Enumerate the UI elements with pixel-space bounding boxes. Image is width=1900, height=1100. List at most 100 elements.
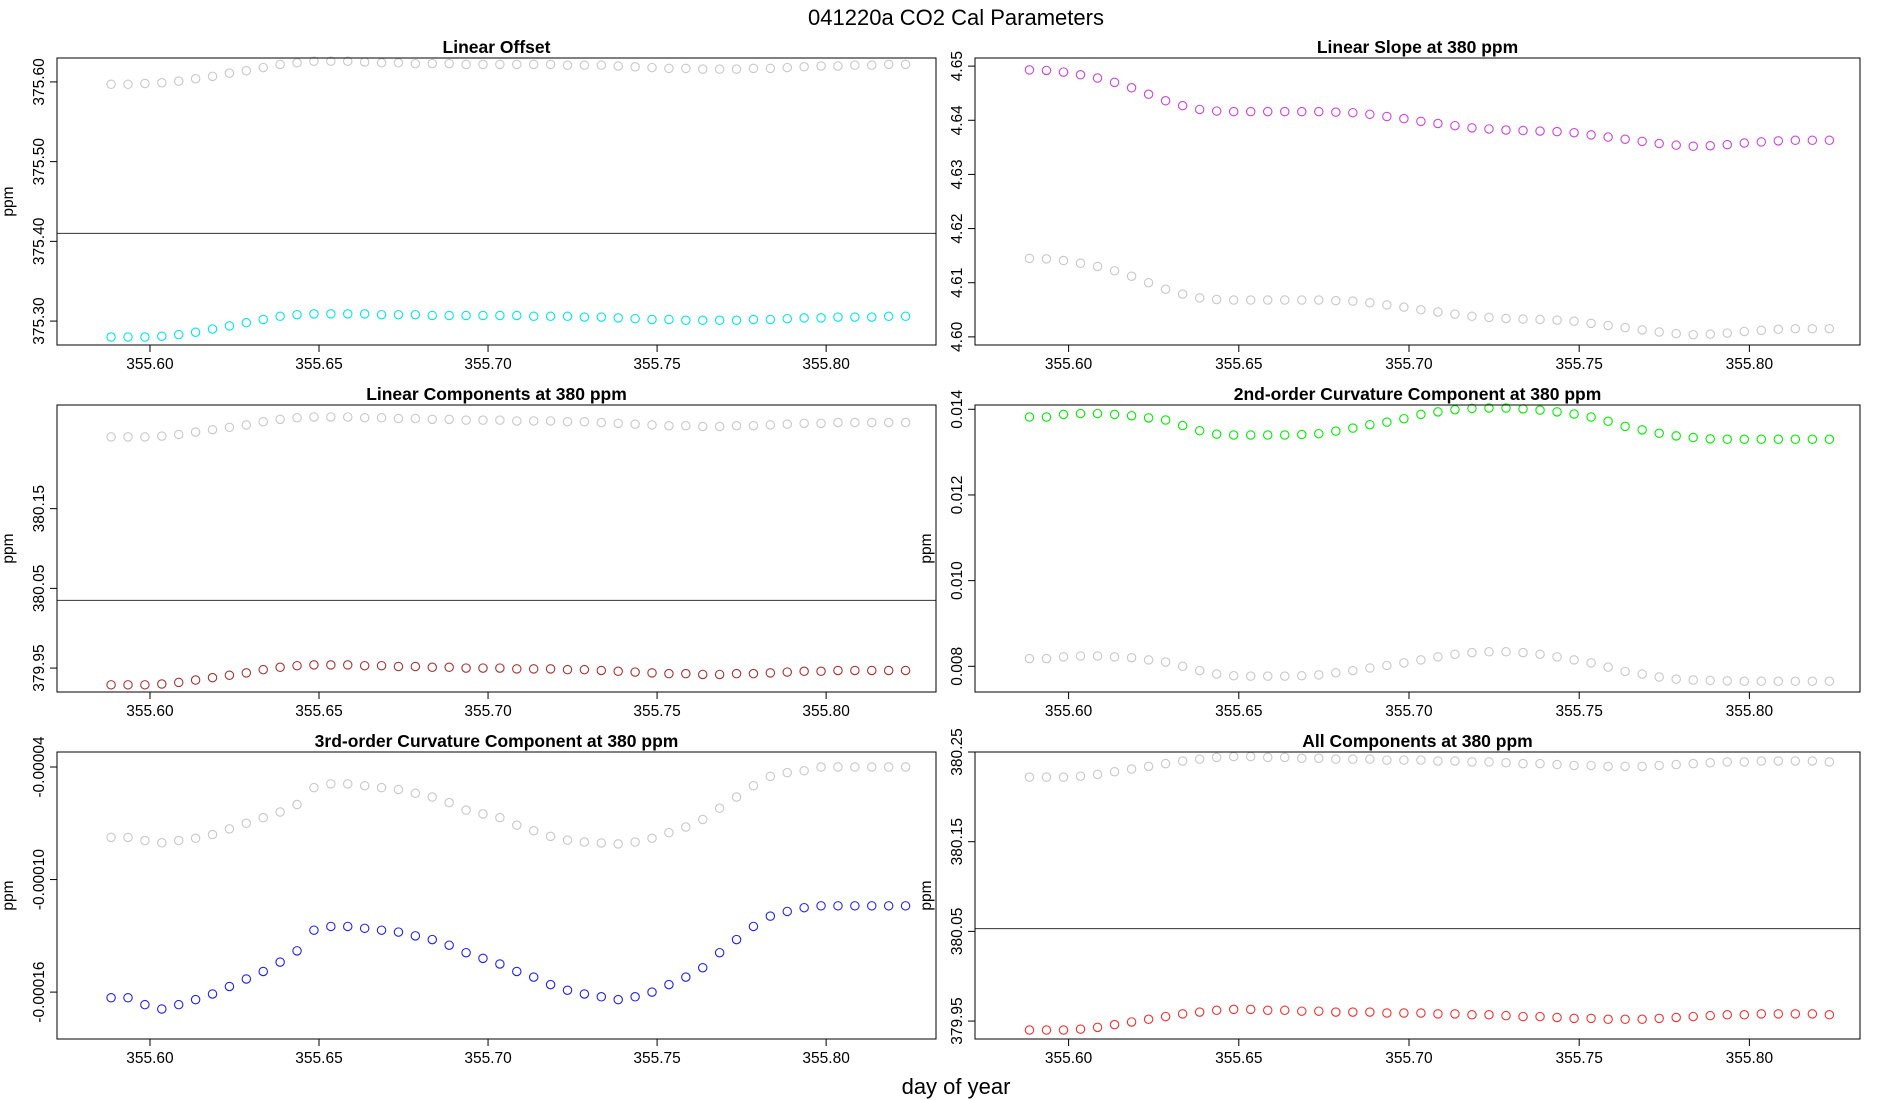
data-point	[1041, 65, 1052, 76]
data-point	[1194, 425, 1205, 436]
data-point	[326, 921, 336, 932]
y-tick-label: 380.15	[31, 485, 48, 532]
data-point	[545, 59, 556, 70]
data-point	[359, 660, 370, 671]
data-point	[106, 432, 116, 442]
data-point	[1518, 125, 1528, 136]
data-point	[1382, 417, 1392, 427]
data-point	[1314, 106, 1324, 117]
data-point	[867, 312, 877, 322]
data-point	[1484, 403, 1494, 413]
data-point	[1450, 649, 1460, 660]
x-tick-label: 355.65	[295, 703, 342, 720]
data-point	[782, 62, 792, 73]
data-point	[1331, 667, 1341, 678]
y-axis-label: ppm	[918, 533, 935, 563]
data-point	[207, 71, 218, 82]
data-point	[545, 664, 556, 674]
data-point	[1773, 324, 1784, 335]
data-point	[140, 432, 150, 442]
data-point	[1314, 753, 1324, 764]
data-point	[106, 79, 116, 90]
data-point	[1569, 760, 1579, 771]
data-point	[833, 417, 843, 428]
data-point	[1535, 1011, 1545, 1022]
x-tick-label: 355.75	[1555, 356, 1602, 373]
data-point	[1773, 756, 1784, 766]
data-point	[1654, 138, 1664, 149]
data-point	[1365, 754, 1375, 764]
data-point	[1807, 135, 1818, 146]
data-point	[1382, 1008, 1392, 1018]
data-point	[1331, 426, 1341, 436]
data-point	[1211, 752, 1222, 763]
data-point	[461, 310, 471, 321]
data-point	[461, 415, 471, 425]
data-point	[1671, 140, 1681, 150]
data-point	[579, 989, 590, 999]
series-data	[1024, 403, 1835, 445]
data-point	[258, 664, 268, 675]
data-point	[258, 966, 268, 977]
data-point	[1228, 1004, 1239, 1015]
series-data	[1024, 1004, 1835, 1035]
data-point	[1722, 328, 1733, 338]
data-point	[1365, 298, 1375, 308]
data-point	[1399, 413, 1409, 424]
data-point	[900, 59, 911, 70]
data-point	[850, 417, 860, 428]
data-point	[1211, 106, 1222, 116]
data-point	[342, 412, 353, 422]
x-tick-label: 355.60	[126, 1050, 174, 1067]
data-point	[1041, 653, 1052, 664]
data-point	[579, 312, 590, 322]
x-tick-label: 355.65	[295, 356, 342, 373]
data-point	[596, 838, 607, 848]
data-point	[478, 310, 488, 321]
y-tick-label: 4.62	[949, 213, 966, 243]
data-point	[1092, 651, 1103, 661]
data-point	[292, 413, 302, 423]
data-point	[123, 332, 133, 342]
data-point	[1790, 1009, 1801, 1019]
data-point	[1109, 652, 1120, 662]
x-tick-label: 355.60	[1045, 1050, 1093, 1067]
data-point	[883, 311, 894, 322]
data-point	[393, 661, 404, 672]
data-point	[1348, 665, 1358, 676]
data-point	[714, 947, 725, 958]
y-tick-label: 4.64	[949, 105, 966, 136]
data-point	[1654, 672, 1664, 682]
data-point	[140, 835, 150, 846]
data-point	[173, 76, 184, 86]
data-point	[1126, 652, 1137, 663]
data-point	[748, 63, 759, 74]
data-point	[427, 58, 438, 69]
data-point	[833, 665, 843, 676]
data-point	[867, 901, 877, 911]
data-point	[106, 992, 116, 1003]
y-tick-label: 380.05	[949, 908, 966, 955]
data-point	[731, 792, 742, 802]
data-point	[393, 58, 404, 68]
data-point	[1688, 758, 1698, 769]
data-point	[1535, 649, 1545, 660]
data-point	[427, 662, 438, 673]
data-point	[275, 414, 285, 425]
data-point	[596, 60, 607, 70]
data-point	[1552, 126, 1562, 137]
data-point	[1603, 662, 1613, 672]
data-point	[1654, 428, 1664, 439]
data-point	[1075, 70, 1086, 80]
y-tick-label: 380.15	[949, 818, 966, 865]
data-point	[681, 822, 691, 832]
figure-xlabel: day of year	[902, 1074, 1011, 1099]
data-point	[1739, 1010, 1750, 1020]
data-point	[664, 420, 674, 431]
data-point	[1688, 329, 1698, 340]
data-point	[1773, 434, 1784, 445]
data-point	[478, 809, 488, 819]
data-point	[1671, 759, 1681, 770]
data-point	[512, 416, 522, 426]
data-point	[630, 837, 640, 847]
